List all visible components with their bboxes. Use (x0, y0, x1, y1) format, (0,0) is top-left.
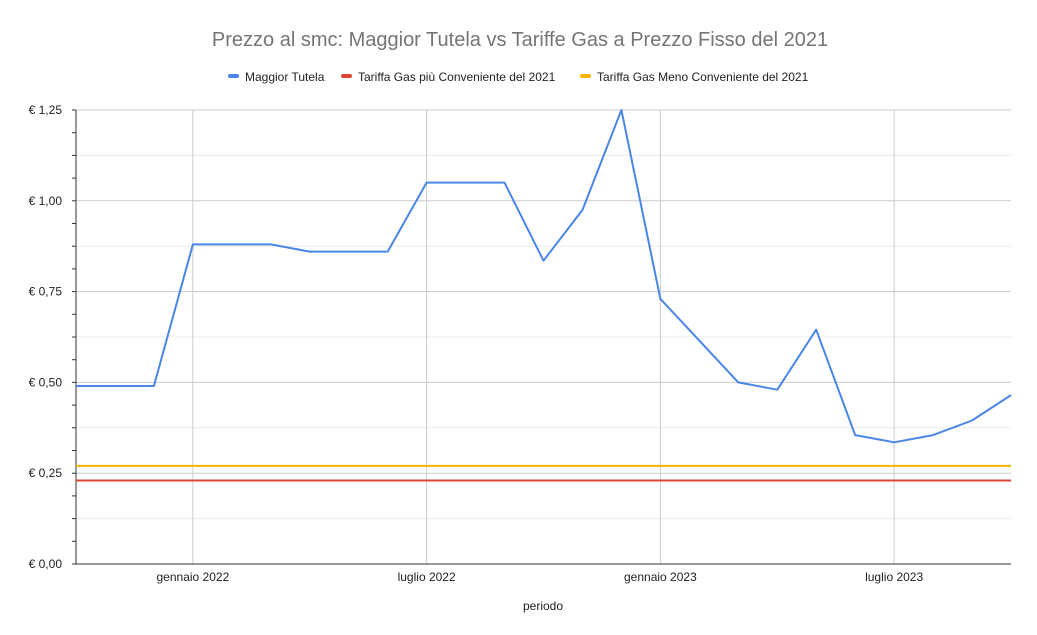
y-tick-label: € 1,25 (29, 103, 63, 117)
legend-swatch (228, 74, 239, 78)
x-axis-title: periodo (523, 599, 563, 613)
x-tick-label: gennaio 2023 (624, 570, 697, 584)
legend-label: Tariffa Gas più Conveniente del 2021 (358, 70, 556, 84)
series-line-maggior-tutela (76, 109, 1012, 444)
legend-swatch (580, 74, 591, 78)
y-tick-label: € 1,00 (29, 194, 63, 208)
x-tick-label: gennaio 2022 (157, 570, 230, 584)
y-tick-label: € 0,25 (29, 466, 63, 480)
y-tick-label: € 0,75 (29, 285, 63, 299)
legend-label: Maggior Tutela (245, 70, 325, 84)
x-tick-label: luglio 2023 (865, 570, 923, 584)
x-tick-label: luglio 2022 (398, 570, 456, 584)
y-tick-label: € 0,00 (29, 557, 63, 571)
chart-title: Prezzo al smc: Maggior Tutela vs Tariffe… (212, 29, 828, 51)
series-group (76, 109, 1012, 482)
gridlines (76, 109, 1011, 564)
legend-label: Tariffa Gas Meno Conveniente del 2021 (597, 70, 809, 84)
y-axis: € 0,00 € 0,25 € 0,50 € 0,75 € 1,00 € 1,25 (29, 103, 77, 571)
legend-swatch (341, 74, 352, 78)
legend: Maggior Tutela Tariffa Gas più Convenient… (228, 70, 809, 84)
x-axis: gennaio 2022 luglio 2022 gennaio 2023 lugli… (76, 563, 1011, 584)
y-tick-label: € 0,50 (29, 375, 63, 389)
